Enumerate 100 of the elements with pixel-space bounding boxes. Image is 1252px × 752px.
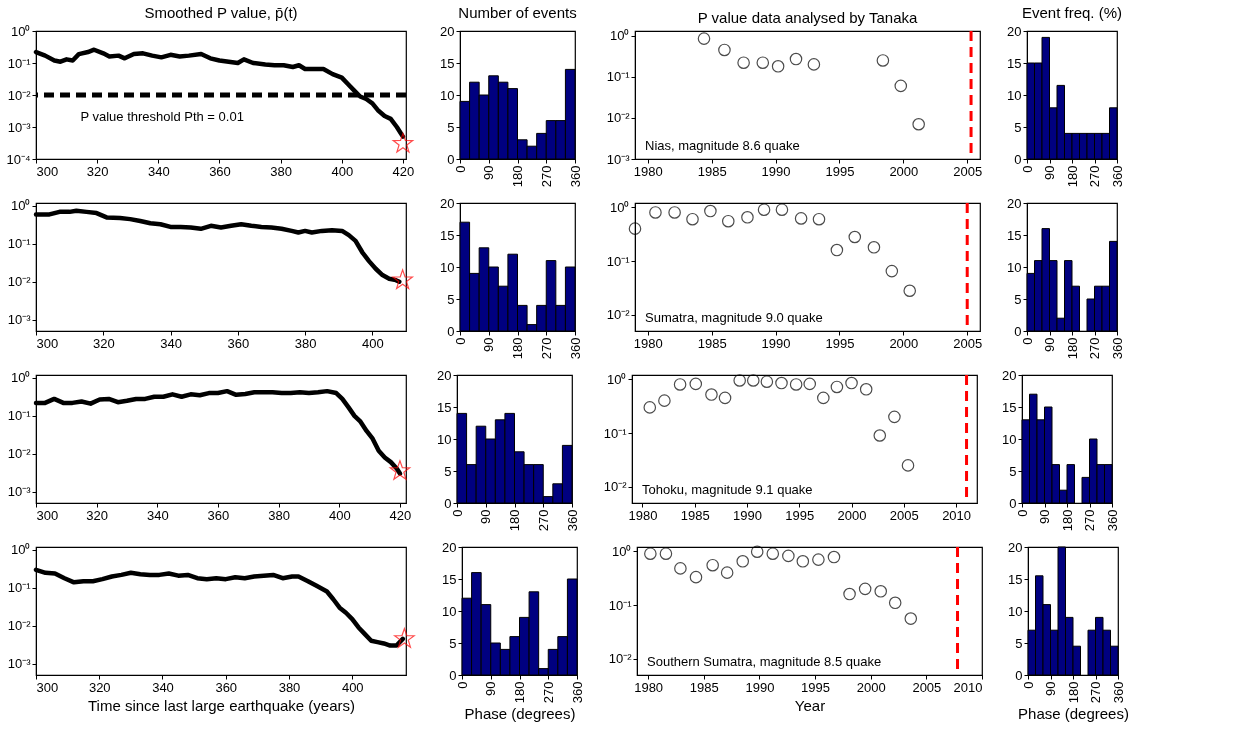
x-tick-label: 270 [1088, 681, 1103, 704]
point [874, 585, 888, 598]
point [721, 214, 735, 228]
y-tick-label: 20 [442, 539, 457, 555]
y-tick-label: 10 [440, 87, 455, 103]
annotation: Southern Sumatra, magnitude 8.5 quake [647, 654, 882, 669]
y-tick-label: 20 [1008, 539, 1023, 555]
y-tick-label: 10⁻¹ [7, 236, 32, 252]
point [674, 562, 687, 575]
point [885, 264, 899, 278]
y-tick-label: 10 [437, 431, 452, 447]
annotation: Sumatra, magnitude 9.0 quake [645, 310, 823, 325]
point [817, 391, 830, 405]
x-tick-label: 1995 [825, 163, 855, 179]
point [845, 376, 858, 390]
point [756, 56, 770, 69]
x-tick-label: 180 [1065, 681, 1081, 704]
x-tick-label: 90 [1037, 509, 1052, 524]
x-tick-label: 1990 [733, 507, 762, 523]
x-tick-label: 0 [454, 681, 470, 689]
x-tick-label: 360 [1109, 337, 1125, 360]
x-tick-label: 360 [215, 679, 238, 695]
y-tick-label: 10⁰ [11, 23, 31, 39]
x-tick-label: 360 [207, 507, 230, 523]
x-tick-label: 90 [483, 681, 499, 696]
point [673, 378, 687, 391]
x-tick-label: 90 [1042, 165, 1057, 180]
x-tick-label: 380 [278, 679, 301, 695]
y-tick-label: 5 [444, 463, 452, 479]
x-tick-label: 1990 [745, 679, 775, 695]
x-tick-label: 380 [294, 335, 317, 351]
x-tick-label: 1995 [785, 507, 815, 523]
x-tick-label: 1990 [761, 163, 791, 179]
y-tick-label: 10⁻² [7, 618, 32, 634]
y-tick-label: 10⁻² [606, 307, 631, 323]
x-tick-label: 270 [538, 337, 554, 360]
y-tick-label: 10⁻¹ [7, 55, 32, 71]
y-tick-label: 10⁻³ [7, 119, 32, 135]
x-tick-label: 300 [36, 335, 59, 351]
y-tick-label: 10⁻¹ [606, 253, 631, 269]
y-tick-label: 5 [449, 635, 457, 651]
point [830, 380, 844, 394]
x-tick-label: 400 [331, 163, 354, 179]
x-tick-label: 360 [1104, 509, 1120, 532]
x-tick-label: 1990 [761, 335, 791, 351]
y-tick-label: 10⁻² [7, 446, 32, 462]
point [658, 394, 671, 407]
x-tick-label: 1980 [628, 507, 658, 523]
y-tick-label: 5 [447, 119, 455, 135]
x-tick-label: 340 [152, 679, 174, 695]
point [789, 52, 803, 66]
y-tick-label: 15 [440, 55, 455, 71]
x-axis-title: Phase (degrees) [1018, 705, 1129, 723]
point [888, 596, 902, 610]
x-tick-label: 270 [535, 509, 551, 532]
point [904, 612, 918, 625]
point [686, 212, 699, 226]
point [775, 376, 788, 390]
point [771, 60, 785, 73]
y-tick-label: 20 [440, 195, 455, 211]
point [848, 230, 862, 244]
y-tick-label: 15 [1002, 399, 1017, 415]
x-tick-label: 400 [341, 679, 364, 695]
x-axis-title: Time since last large earthquake (years) [87, 696, 356, 714]
point [843, 587, 856, 601]
x-tick-label: 270 [1087, 165, 1102, 188]
point [720, 566, 734, 579]
x-tick-label: 320 [88, 679, 111, 695]
point [766, 547, 780, 561]
x-tick-label: 340 [160, 335, 182, 351]
x-tick-label: 300 [36, 507, 59, 523]
x-tick-label: 360 [564, 509, 580, 532]
x-tick-label: 400 [328, 507, 351, 523]
y-tick-label: 10⁻² [7, 87, 32, 103]
x-tick-label: 1980 [633, 163, 663, 179]
x-tick-label: 300 [36, 679, 59, 695]
x-tick-label: 340 [147, 163, 170, 179]
x-tick-label: 2010 [953, 679, 983, 695]
y-tick-label: 10⁻¹ [608, 597, 633, 613]
x-tick-label: 2005 [953, 335, 983, 351]
x-tick-label: 90 [481, 337, 497, 352]
chart-title: Smoothed P value, p̄(t) [144, 4, 298, 21]
x-tick-label: 270 [1082, 509, 1097, 532]
x-tick-label: 320 [92, 335, 115, 351]
x-axis-title: Phase (degrees) [464, 705, 576, 723]
x-tick-label: 1995 [825, 335, 855, 351]
y-tick-label: 10⁻¹ [603, 425, 628, 441]
x-tick-label: 300 [36, 163, 59, 179]
x-tick-label: 90 [478, 509, 494, 524]
x-tick-label: 420 [392, 163, 415, 179]
x-tick-label: 1985 [697, 335, 727, 351]
point [789, 378, 803, 391]
y-tick-label: 10 [1008, 603, 1023, 619]
point [741, 211, 754, 224]
y-tick-label: 10⁻² [606, 110, 631, 126]
x-tick-label: 2000 [837, 507, 867, 523]
point [894, 79, 908, 93]
y-tick-label: 5 [1009, 463, 1017, 479]
point [901, 459, 915, 472]
x-tick-label: 1980 [633, 335, 663, 351]
